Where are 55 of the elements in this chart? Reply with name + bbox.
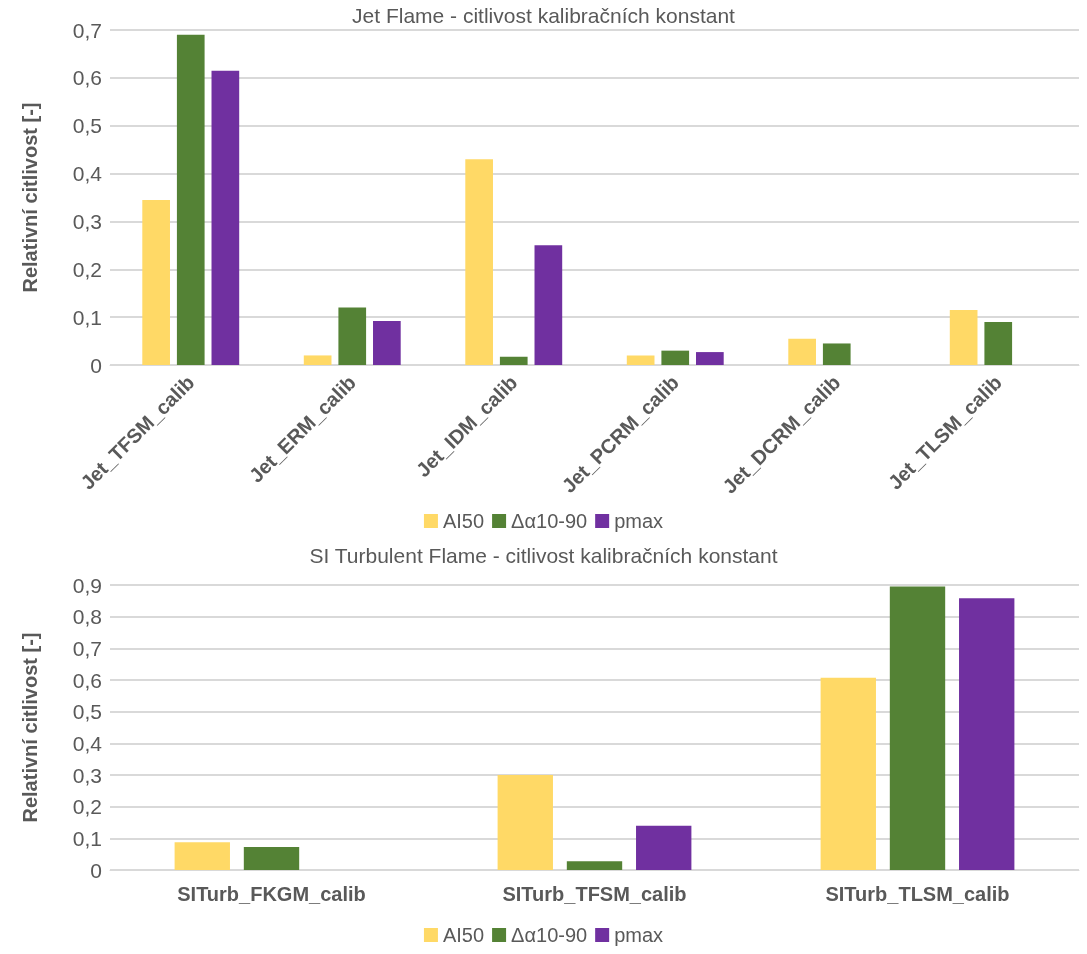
x-tick-label: SITurb_TLSM_calib <box>825 883 1010 905</box>
x-tick-label: SITurb_TFSM_calib <box>502 883 687 905</box>
y-tick-label: 0,2 <box>72 257 102 281</box>
y-tick-label: 0,8 <box>72 605 102 629</box>
y-tick-label: 0 <box>90 353 102 377</box>
y-tick-label: 0,9 <box>72 573 102 597</box>
legend-label: pmax <box>614 510 664 532</box>
bar <box>822 343 851 365</box>
bar <box>661 350 690 365</box>
y-tick-label: 0,6 <box>72 66 102 90</box>
y-tick-label: 0,7 <box>72 636 102 660</box>
bar <box>626 355 655 365</box>
y-tick-label: 0,7 <box>72 18 102 42</box>
bar <box>243 846 300 870</box>
y-tick-label: 0,1 <box>72 826 102 850</box>
y-axis-title: Relativní citlivost [-] <box>19 632 41 823</box>
bar <box>211 70 240 365</box>
y-tick-label: 0,4 <box>72 162 103 186</box>
bar <box>959 598 1015 870</box>
bar <box>373 320 401 365</box>
bar <box>174 842 230 870</box>
bar <box>497 775 553 870</box>
y-tick-label: 0 <box>90 858 102 882</box>
bar <box>788 338 816 365</box>
bar <box>636 825 692 870</box>
bar <box>984 321 1013 365</box>
legend-label: pmax <box>614 924 664 946</box>
bar <box>534 245 563 365</box>
legend-label: Δα10-90 <box>511 924 588 946</box>
bar <box>176 34 205 365</box>
y-tick-label: 0,3 <box>72 763 102 787</box>
bar <box>499 356 528 365</box>
chart-title: Jet Flame - citlivost kalibračních konstant <box>352 4 736 27</box>
y-axis-title: Relativní citlivost [-] <box>19 102 41 293</box>
bar <box>949 309 978 365</box>
bar <box>566 861 623 870</box>
bar <box>338 307 367 365</box>
y-tick-label: 0,2 <box>72 795 102 819</box>
x-tick-label: SITurb_FKGM_calib <box>177 883 366 905</box>
y-tick-label: 0,4 <box>72 731 103 755</box>
y-tick-label: 0,6 <box>72 668 102 692</box>
bar <box>889 586 946 870</box>
legend-label: AI50 <box>442 510 485 532</box>
bar <box>303 355 332 365</box>
y-tick-label: 0,5 <box>72 700 102 724</box>
bar <box>465 159 493 365</box>
legend-label: Δα10-90 <box>511 510 588 532</box>
bar <box>820 677 876 870</box>
y-tick-label: 0,3 <box>72 209 102 233</box>
bar <box>142 199 170 365</box>
bar <box>696 352 724 365</box>
legend-label: AI50 <box>442 924 485 946</box>
y-tick-label: 0,5 <box>72 114 102 138</box>
y-tick-label: 0,1 <box>72 305 102 329</box>
chart-title: SI Turbulent Flame - citlivost kalibračních konstant <box>309 544 778 567</box>
